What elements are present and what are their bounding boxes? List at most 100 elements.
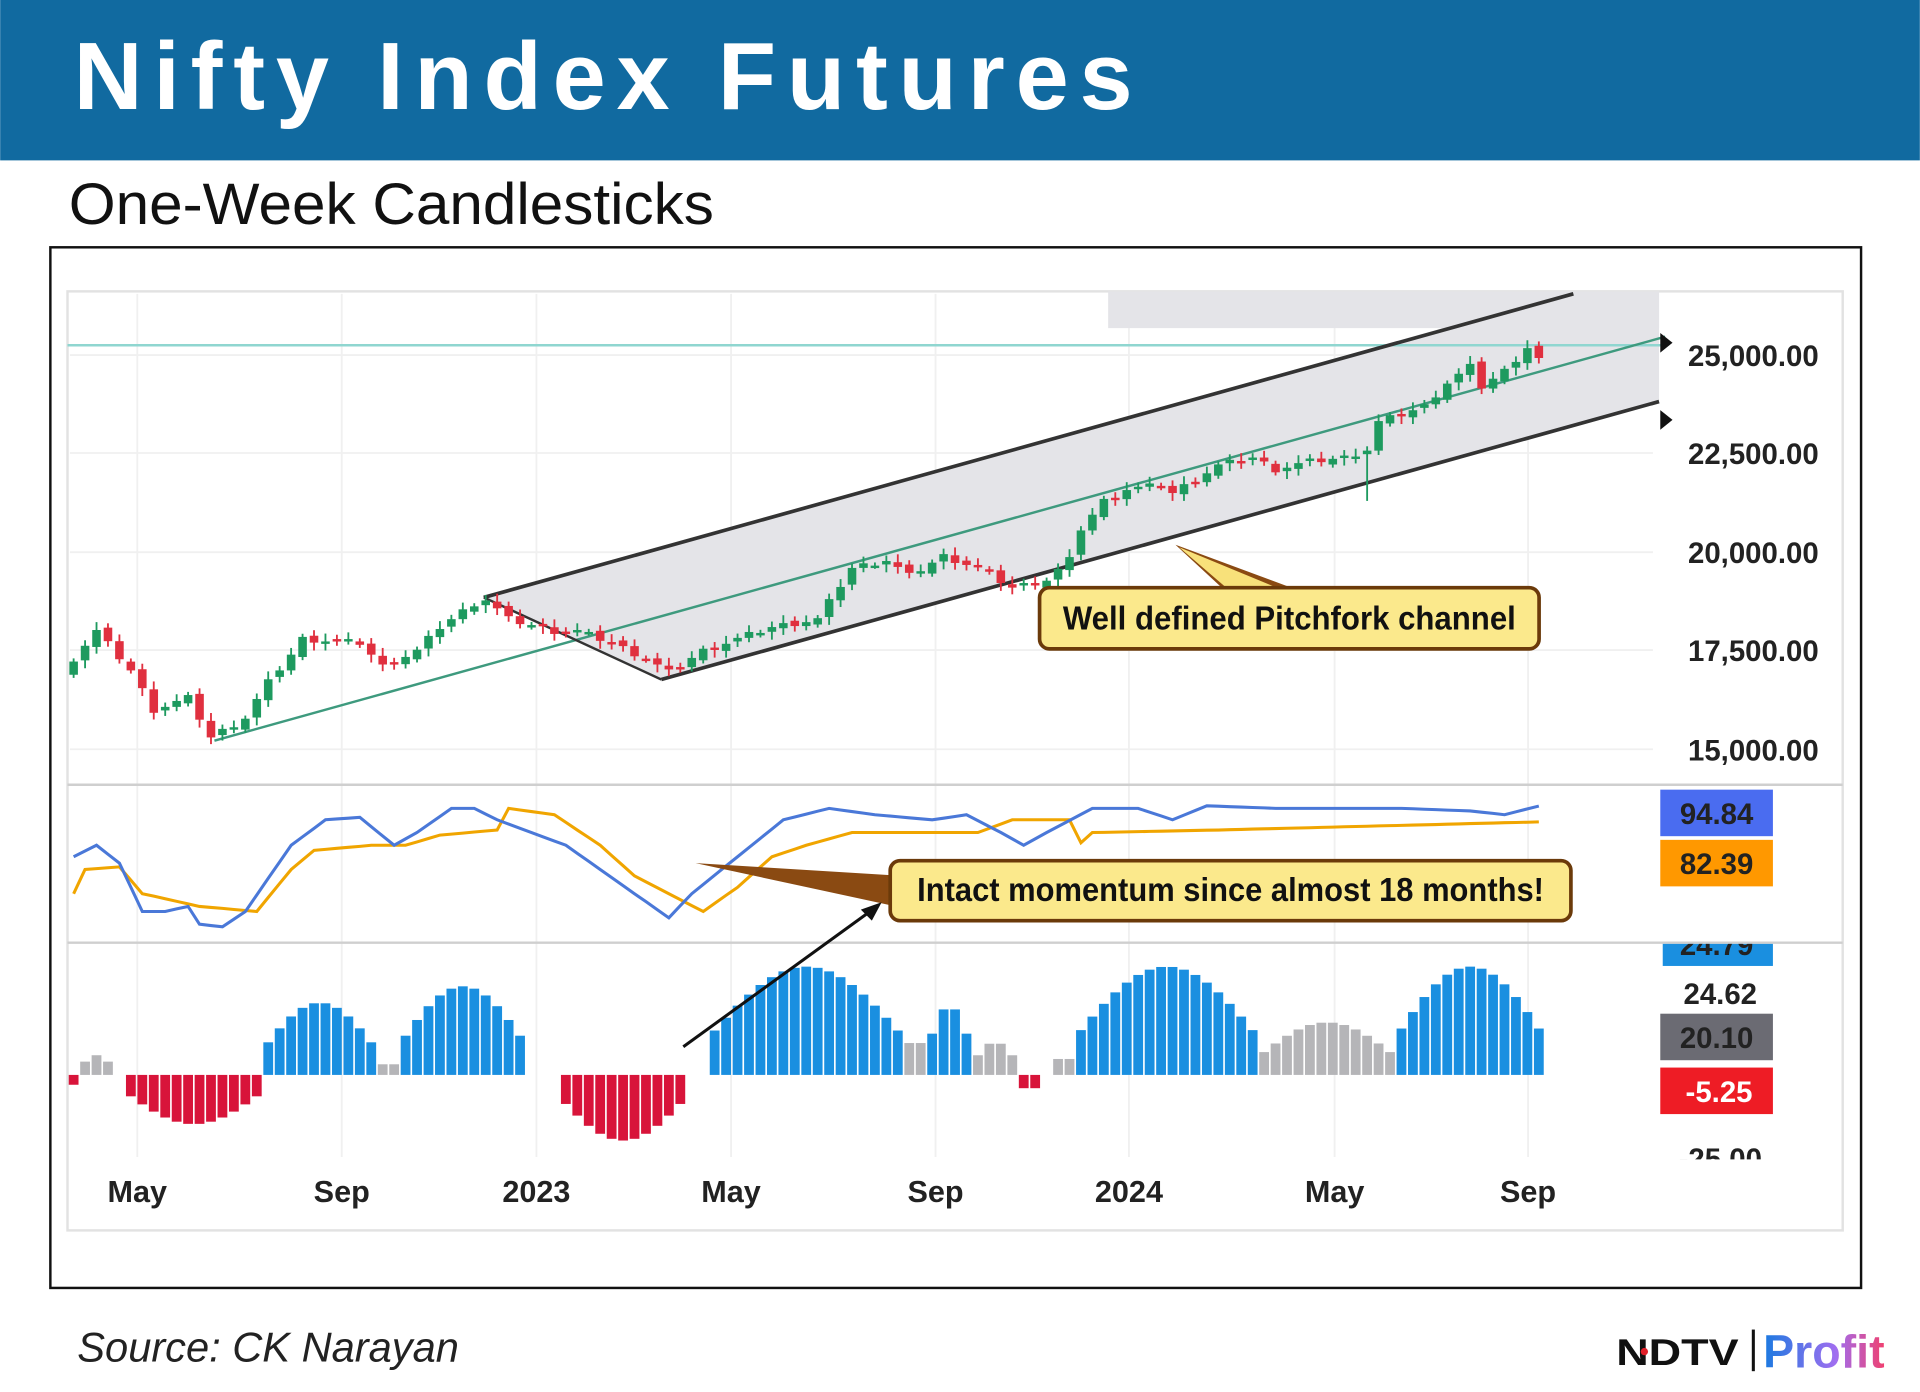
- candle-down: [1271, 463, 1280, 473]
- histogram-bar-red: [137, 1074, 148, 1105]
- histogram-bar-red: [560, 1074, 571, 1104]
- candle-up: [229, 727, 239, 730]
- histogram-negative-badge: [1660, 1067, 1773, 1115]
- histogram-bar-blue: [457, 986, 468, 1075]
- candle-up: [756, 632, 765, 636]
- candle-down: [1259, 457, 1269, 462]
- candlesticks: [69, 340, 1544, 745]
- histogram-bar-blue: [435, 995, 445, 1075]
- histogram-bar-red: [68, 1074, 79, 1085]
- histogram-bar-blue: [1201, 982, 1212, 1075]
- histogram-bar-red: [228, 1074, 239, 1112]
- candle-down: [1168, 485, 1177, 494]
- candle-up: [1351, 456, 1360, 459]
- candle-up: [252, 698, 262, 718]
- oscillator-lines: [72, 804, 1540, 929]
- candle-down: [1317, 458, 1326, 463]
- candle-up: [1328, 458, 1338, 465]
- candle-up: [80, 645, 90, 661]
- candle-down: [676, 667, 685, 670]
- histogram-bar-red: [125, 1074, 136, 1097]
- candle-up: [1065, 557, 1074, 571]
- histogram-bar-blue: [961, 1033, 972, 1075]
- histogram-bar-gray: [91, 1055, 102, 1075]
- callout-text: Well defined Pitchfork channel: [1063, 600, 1516, 637]
- histogram-bar-blue: [343, 1016, 354, 1075]
- histogram-bar-red: [606, 1074, 617, 1139]
- histogram-bar-red: [583, 1074, 594, 1126]
- histogram-bar-blue: [1408, 1012, 1418, 1075]
- candle-down: [1156, 485, 1166, 489]
- histogram-negative-value: -5.25: [1686, 1076, 1753, 1109]
- histogram-bar-gray: [377, 1064, 388, 1075]
- candle-down: [332, 639, 342, 642]
- candle-down: [630, 646, 639, 657]
- logo-profit: Profit: [1763, 1326, 1884, 1378]
- histogram-axis: 24.79 24.62 20.10 -5.25 -25.00: [1660, 943, 1773, 1159]
- histogram-bar-blue: [309, 1003, 319, 1075]
- candle-up: [401, 656, 410, 665]
- candle-up: [687, 657, 697, 668]
- candle-up: [344, 639, 353, 642]
- histogram-bar-blue: [892, 1030, 903, 1075]
- histogram-bar-red: [206, 1074, 216, 1122]
- candle-up: [424, 635, 433, 649]
- candle-down: [595, 630, 605, 641]
- candle-up: [69, 661, 78, 675]
- histogram-bar-blue: [320, 1003, 331, 1075]
- histogram-bar-red: [641, 1074, 651, 1134]
- pitchfork-handle: [483, 596, 662, 681]
- candle-up: [1088, 514, 1097, 531]
- candle-down: [790, 620, 800, 627]
- histogram-bar-blue: [801, 966, 812, 1075]
- candle-down: [1007, 584, 1017, 588]
- histogram-bar-blue: [1167, 966, 1178, 1075]
- callout-text: Intact momentum since almost 18 months!: [917, 872, 1544, 909]
- slow-value-badge: [1660, 839, 1773, 887]
- candle-up: [92, 630, 101, 647]
- y-tick-label: 25,000.00: [1688, 340, 1819, 373]
- histogram-bar-blue: [446, 988, 457, 1075]
- histogram-bar-blue: [881, 1017, 892, 1075]
- histogram-bar-gray: [1007, 1055, 1018, 1075]
- histogram-bar-gray: [915, 1043, 926, 1075]
- ndtv-profit-logo: NDTV Profit: [1616, 1326, 1884, 1378]
- candle-up: [1214, 464, 1223, 476]
- candle-up: [435, 629, 445, 638]
- histogram-bar-blue: [1087, 1016, 1098, 1075]
- pitchfork-median-line: [214, 335, 1666, 742]
- candle-down: [149, 689, 159, 713]
- histogram-bar-red: [240, 1074, 251, 1105]
- histogram-bar-blue: [354, 1028, 365, 1075]
- candle-up: [241, 718, 250, 730]
- histogram-bar-red: [160, 1074, 171, 1118]
- candle-up: [275, 670, 284, 677]
- candle-up: [1305, 458, 1315, 461]
- histogram-bar-blue: [515, 1035, 525, 1075]
- histogram-bar-blue: [503, 1019, 514, 1075]
- histogram-bar-red: [595, 1074, 606, 1134]
- histogram-bar-blue: [1442, 974, 1453, 1075]
- candle-up: [447, 619, 456, 627]
- pitchfork-shade: [483, 291, 1660, 680]
- candle-down: [1111, 497, 1120, 501]
- histogram-bar-blue: [1098, 1003, 1109, 1075]
- histogram-bar-gray: [984, 1043, 995, 1075]
- candle-up: [698, 648, 708, 661]
- candle-up: [172, 700, 181, 707]
- histogram-bar-blue: [732, 1005, 743, 1075]
- candle-down: [126, 661, 136, 671]
- y-tick-label: 15,000.00: [1688, 734, 1819, 767]
- histogram-top-badge: [1662, 943, 1773, 966]
- candle-up: [469, 606, 479, 612]
- candle-up: [573, 630, 582, 633]
- candle-down: [962, 560, 971, 565]
- histogram-bar-blue: [286, 1016, 297, 1075]
- candle-up: [321, 641, 330, 644]
- oscillator-line-fast: [72, 804, 1540, 929]
- candle-down: [996, 570, 1006, 584]
- candle-down: [973, 564, 983, 568]
- histogram-bar-blue: [1247, 1030, 1258, 1075]
- histogram-bar-blue: [492, 1006, 503, 1075]
- x-tick-label: 2023: [502, 1175, 570, 1209]
